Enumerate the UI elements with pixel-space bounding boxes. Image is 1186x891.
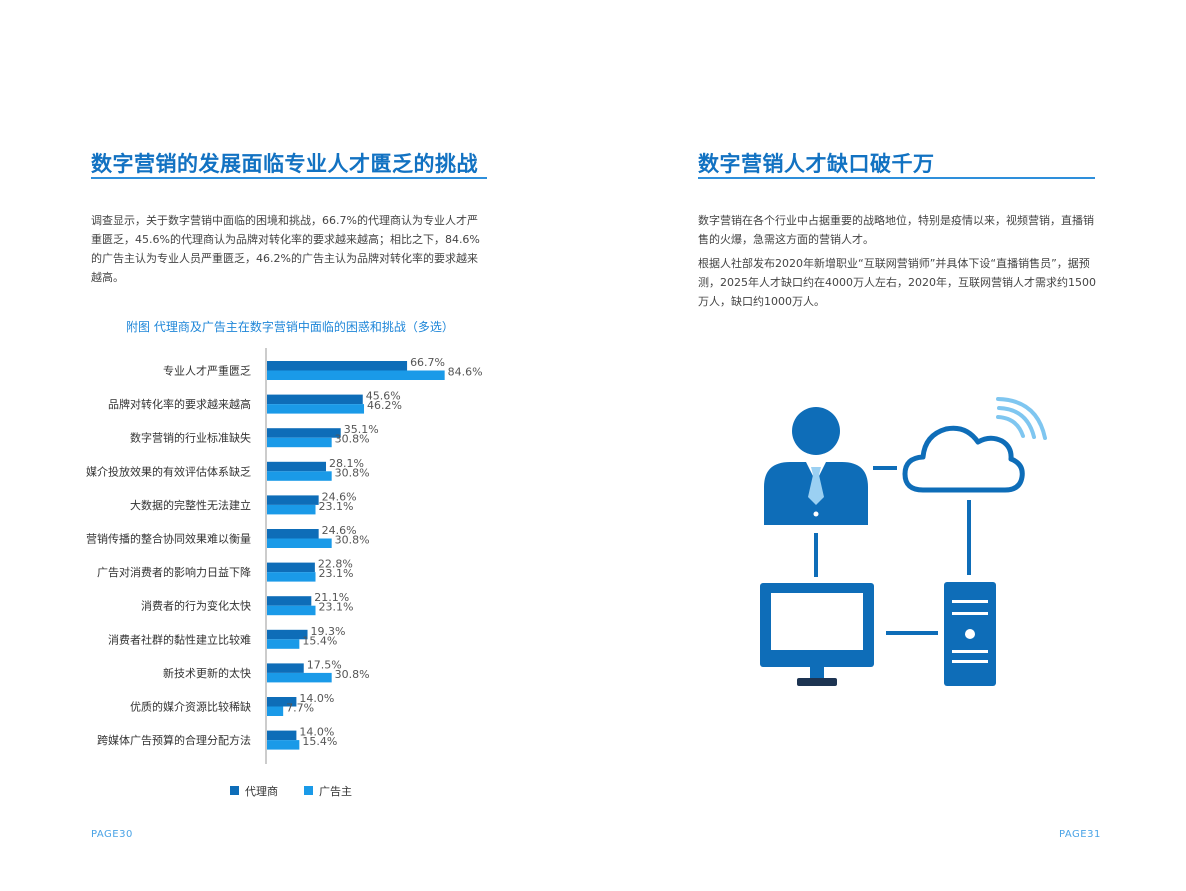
legend-label: 代理商	[245, 784, 278, 798]
category-label: 消费者社群的黏性建立比较难	[108, 632, 251, 646]
connector-person-cloud	[873, 466, 897, 470]
bar-advertiser	[267, 504, 316, 515]
connector-cloud-server	[967, 500, 971, 575]
bar-agency	[267, 361, 408, 371]
bar-value-label: 23.1%	[319, 601, 354, 614]
bar-advertiser	[267, 639, 300, 649]
cloud-icon	[902, 425, 1025, 493]
left-intro-paragraph: 调查显示，关于数字营销中面临的困境和挑战，66.7%的代理商认为专业人才严重匮乏…	[91, 214, 480, 284]
right-title-rule	[698, 177, 1095, 179]
category-label: 专业人才严重匮乏	[163, 364, 251, 378]
category-label: 数字营销的行业标准缺失	[130, 431, 251, 445]
bar-value-label: 84.6%	[448, 366, 483, 379]
bar-advertiser	[267, 538, 332, 548]
bar-advertiser	[267, 370, 445, 380]
person-icon	[764, 407, 868, 525]
category-label: 大数据的完整性无法建立	[130, 498, 251, 512]
category-label: 广告对消费者的影响力日益下降	[97, 565, 251, 579]
bar-agency	[267, 663, 304, 673]
bar-advertiser	[267, 605, 316, 616]
bar-value-label: 45.6%	[366, 390, 401, 403]
legend-label: 广告主	[319, 785, 352, 798]
right-page-number: PAGE31	[1059, 829, 1101, 840]
connector-person-monitor	[814, 533, 818, 577]
right-section-title: 数字营销人才缺口破千万	[698, 152, 935, 176]
bar-advertiser	[267, 404, 365, 414]
bar-value-label: 46.2%	[367, 399, 402, 412]
bar-value-label: 66.7%	[410, 356, 445, 369]
bar-advertiser	[267, 471, 332, 481]
bar-agency	[267, 495, 319, 505]
category-label: 媒介投放效果的有效评估体系缺乏	[86, 464, 251, 478]
bar-value-label: 14.0%	[299, 726, 334, 739]
monitor-icon	[760, 583, 874, 686]
bar-agency	[267, 529, 319, 539]
bar-value-label: 30.8%	[335, 534, 370, 547]
bar-value-label: 30.8%	[335, 466, 370, 479]
wifi-signal-icon	[996, 397, 1047, 440]
bar-agency	[267, 428, 341, 438]
bar-advertiser	[267, 437, 332, 448]
bar-value-label: 7.7%	[286, 702, 314, 715]
bar-advertiser	[267, 572, 316, 582]
left-title-rule	[91, 177, 487, 179]
bar-advertiser	[267, 740, 300, 750]
bar-value-label: 17.5%	[307, 658, 342, 671]
right-paragraph-2: 根据人社部发布2020年新增职业“互联网营销师”并具体下设“直播销售员”，据预测…	[698, 257, 1096, 308]
bar-agency	[267, 562, 315, 573]
category-label: 跨媒体广告预算的合理分配方法	[97, 733, 251, 747]
bar-value-label: 24.6%	[322, 524, 357, 537]
bar-value-label: 30.8%	[335, 433, 370, 446]
bar-value-label: 30.8%	[335, 668, 370, 681]
bar-value-label: 22.8%	[318, 558, 353, 571]
bar-value-label: 28.1%	[329, 457, 364, 470]
bar-agency	[267, 596, 312, 606]
bar-agency	[267, 697, 297, 707]
category-label: 营销传播的整合协同效果难以衡量	[86, 532, 251, 546]
server-tower-icon	[944, 582, 996, 686]
network-illustration	[760, 397, 1047, 686]
bar-value-label: 14.0%	[299, 692, 334, 705]
legend-swatch	[230, 786, 239, 795]
category-label: 品牌对转化率的要求越来越高	[108, 397, 251, 411]
bar-agency	[267, 629, 308, 640]
category-label: 优质的媒介资源比较稀缺	[130, 700, 251, 714]
right-paragraph-1: 数字营销在各个行业中占据重要的战略地位，特别是疫情以来，视频营销，直播销售的火爆…	[698, 214, 1094, 246]
bar-value-label: 15.4%	[302, 634, 337, 647]
bar-agency	[267, 730, 297, 741]
bar-value-label: 23.1%	[319, 500, 354, 513]
bar-advertiser	[267, 672, 332, 683]
bar-value-label: 19.3%	[311, 625, 346, 638]
bar-value-label: 21.1%	[314, 591, 349, 604]
category-label: 消费者的行为变化太快	[141, 599, 251, 613]
category-label: 新技术更新的太快	[163, 666, 251, 680]
bar-value-label: 24.6%	[322, 490, 357, 503]
bar-value-label: 15.4%	[302, 735, 337, 748]
bar-value-label: 23.1%	[319, 567, 354, 580]
left-section-title: 数字营销的发展面临专业人才匮乏的挑战	[91, 152, 478, 176]
bar-agency	[267, 394, 363, 405]
chart-title: 附图 代理商及广告主在数字营销中面临的困惑和挑战（多选）	[126, 320, 454, 334]
bar-chart: 专业人才严重匮乏 66.7%84.6% 品牌对转化率的要求越来越高 45.6%46.2…	[86, 348, 483, 798]
bar-value-label: 35.1%	[344, 423, 379, 436]
left-page-number: PAGE30	[91, 829, 133, 840]
bar-agency	[267, 461, 327, 472]
connector-monitor-server	[886, 631, 938, 635]
bar-advertiser	[267, 706, 284, 716]
legend-swatch	[304, 786, 313, 795]
